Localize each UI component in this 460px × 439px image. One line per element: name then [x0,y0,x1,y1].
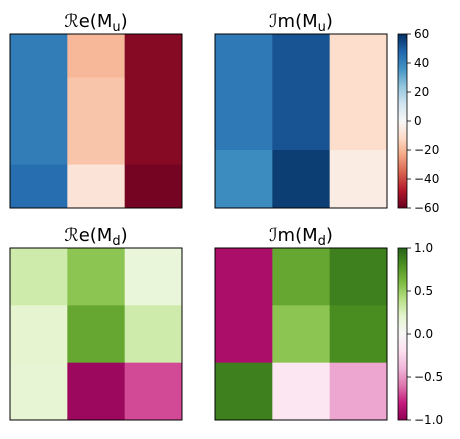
heatmap-cell [272,248,331,306]
heatmap-cells-re-mu [10,34,183,209]
axes-frame [214,33,388,209]
colorbar-tick-label: −1.0 [414,413,443,427]
heatmap-cell [329,305,388,364]
heatmap-cell [124,362,183,421]
heatmap-cells-re-md [10,248,183,421]
panel-im-mu: ℐm(Mu) 60 40 20 0 −20 −40 −60 [214,11,439,215]
heatmap-cell [67,305,126,364]
colorbar-tick-label: −40 [414,172,439,186]
colorbar-tick-label: −0.5 [414,370,443,384]
heatmap-cells-im-md [215,248,388,421]
heatmap-cell [124,77,183,122]
heatmap-cells-im-mu [215,34,388,209]
heatmap-cell [67,362,126,421]
heatmap-cell [124,34,183,78]
heatmap-cell [329,362,388,421]
heatmap-cell [215,305,273,364]
heatmap-cell [10,362,68,421]
colorbar-top [397,33,408,209]
colorbar-tick-label: −20 [414,143,439,157]
heatmap-cell [10,121,68,165]
panel-im-md: ℐm(Md) 1.0 0.5 0.0 −0.5 −1.0 [214,225,443,427]
heatmap-cell [67,34,126,78]
colorbar-tick-label: 0 [414,114,422,128]
axes-frame [9,33,183,209]
heatmap-cell [67,77,126,122]
heatmap-cell [272,34,331,93]
heatmap-cell [329,92,388,151]
heatmap-cell [124,305,183,364]
axes-frame [9,247,183,421]
colorbar-tick-label: 0.5 [414,284,433,298]
colorbar-tick-label: −60 [414,201,439,215]
heatmap-cell [10,248,68,306]
colorbar-tick-label: 60 [414,27,429,41]
heatmap-cell [67,248,126,306]
heatmap-cell [272,92,331,151]
panel-title-im-mu: ℐm(Mu) [269,11,333,35]
heatmap-cell [329,248,388,306]
heatmap-cell [215,362,273,421]
panel-title-re-mu: ℛe(Mu) [64,11,127,35]
heatmap-cell [215,92,273,151]
heatmap-cell [124,164,183,209]
heatmap-cell [10,34,68,78]
heatmap-cell [67,121,126,165]
heatmap-cell [10,77,68,122]
heatmap-cell [329,34,388,93]
heatmap-cell [215,34,273,93]
panel-title-im-md: ℐm(Md) [269,225,333,249]
heatmap-cell [215,150,273,209]
colorbar-tick-label: 0.0 [414,327,433,341]
panel-title-re-md: ℛe(Md) [64,225,127,249]
colorbar-tick-label: 20 [414,85,429,99]
colorbar-bottom [397,247,408,421]
heatmap-cell [124,248,183,306]
colorbar-bottom-ticks: 1.0 0.5 0.0 −0.5 −1.0 [407,241,443,427]
colorbar-top-ticks: 60 40 20 0 −20 −40 −60 [407,27,439,215]
panel-re-md: ℛe(Md) [9,225,183,421]
colorbar-tick-label: 1.0 [414,241,433,255]
heatmap-cell [272,150,331,209]
heatmap-cell [10,305,68,364]
heatmap-cell [67,164,126,209]
heatmap-cell [329,150,388,209]
axes-frame [214,247,388,421]
heatmap-cell [10,164,68,209]
heatmap-cell [272,362,331,421]
colorbar-tick-label: 40 [414,56,429,70]
heatmap-cell [124,121,183,165]
panel-re-mu: ℛe(Mu) [9,11,183,209]
heatmap-cell [272,305,331,364]
heatmap-cell [215,248,273,306]
